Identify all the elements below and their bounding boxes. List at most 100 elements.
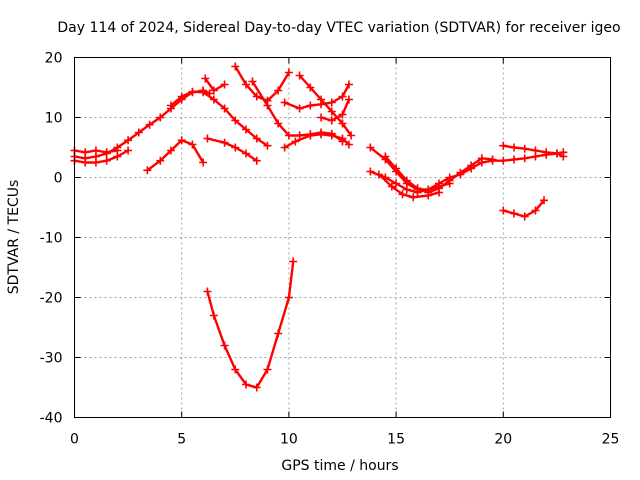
data-point <box>374 170 383 179</box>
data-point <box>252 92 261 101</box>
data-point <box>231 116 240 125</box>
data-point <box>91 158 100 167</box>
data-series-s5 <box>166 87 272 150</box>
data-point <box>280 143 289 152</box>
data-point <box>124 136 133 145</box>
y-axis-label: SDTVAR / TECUs <box>6 180 22 295</box>
data-point <box>242 125 251 134</box>
data-point <box>344 95 353 104</box>
data-point <box>231 143 240 152</box>
data-point <box>177 92 186 101</box>
data-point <box>252 134 261 143</box>
data-point <box>540 196 549 205</box>
data-series-group <box>70 62 568 392</box>
data-point <box>242 149 251 158</box>
data-point <box>242 380 251 389</box>
x-tick-label: 10 <box>280 432 298 448</box>
data-point <box>510 143 519 152</box>
data-point <box>520 212 529 221</box>
data-point <box>220 138 229 147</box>
data-point <box>209 86 218 95</box>
data-point <box>477 154 486 163</box>
data-point <box>143 166 152 175</box>
data-point <box>520 144 529 153</box>
data-point <box>284 131 293 140</box>
data-point <box>366 167 375 176</box>
x-tick-label: 25 <box>602 432 620 448</box>
data-point <box>344 80 353 89</box>
data-point <box>220 80 229 89</box>
data-point <box>295 131 304 140</box>
data-point <box>542 148 551 157</box>
data-point <box>327 116 336 125</box>
data-point <box>113 152 122 161</box>
data-point <box>81 148 90 157</box>
data-point <box>177 136 186 145</box>
data-point <box>102 156 111 165</box>
data-point <box>156 156 165 165</box>
data-point <box>284 293 293 302</box>
series-line-s12 <box>298 74 353 137</box>
data-point <box>156 113 165 122</box>
y-tick-label: 0 <box>54 171 63 187</box>
data-point <box>306 101 315 110</box>
data-point <box>188 140 197 149</box>
data-series-s13 <box>317 95 353 125</box>
data-point <box>306 83 315 92</box>
data-point <box>338 119 347 128</box>
series-line-s20 <box>502 199 546 218</box>
data-point <box>488 155 497 164</box>
data-point <box>306 131 315 140</box>
series-line-s14 <box>206 260 295 389</box>
data-series-s2 <box>70 146 122 157</box>
data-point <box>445 176 454 185</box>
data-point <box>220 104 229 113</box>
data-point <box>531 146 540 155</box>
data-point <box>295 71 304 80</box>
data-point <box>166 146 175 155</box>
data-point <box>499 141 508 150</box>
x-tick-label: 0 <box>70 432 79 448</box>
data-point <box>209 311 218 320</box>
data-point <box>145 120 154 129</box>
data-point <box>91 146 100 155</box>
data-point <box>248 77 257 86</box>
data-point <box>317 130 326 139</box>
data-point <box>252 156 261 165</box>
y-tick-label: 10 <box>45 111 63 127</box>
data-series-s14 <box>203 257 298 392</box>
data-point <box>499 156 508 165</box>
data-point <box>201 74 210 83</box>
data-point <box>392 179 401 188</box>
data-point <box>295 104 304 113</box>
data-point <box>392 164 401 173</box>
data-point <box>317 95 326 104</box>
data-point <box>409 193 418 202</box>
data-point <box>102 148 111 157</box>
data-series-s7 <box>203 134 261 165</box>
data-series-s19 <box>499 141 568 161</box>
data-point <box>327 98 336 107</box>
data-point <box>291 137 300 146</box>
data-point <box>134 128 143 137</box>
series-line-s1 <box>73 89 211 160</box>
data-point <box>231 62 240 71</box>
data-point <box>398 190 407 199</box>
data-point <box>203 134 212 143</box>
data-point <box>338 134 347 143</box>
data-point <box>263 365 272 374</box>
axis-ticks: 0 5 10 15 20 25 -40 -30 -20 -10 0 10 20 <box>40 51 620 448</box>
data-point <box>520 154 529 163</box>
data-point <box>274 119 283 128</box>
y-tick-label: -10 <box>40 231 63 247</box>
series-line-s13 <box>319 98 351 122</box>
data-point <box>199 158 208 167</box>
data-point <box>81 158 90 167</box>
data-point <box>387 182 396 191</box>
data-point <box>203 287 212 296</box>
x-tick-label: 5 <box>177 432 186 448</box>
data-point <box>366 143 375 152</box>
grid <box>74 57 611 418</box>
data-point <box>338 110 347 119</box>
series-line-s7 <box>206 137 258 162</box>
